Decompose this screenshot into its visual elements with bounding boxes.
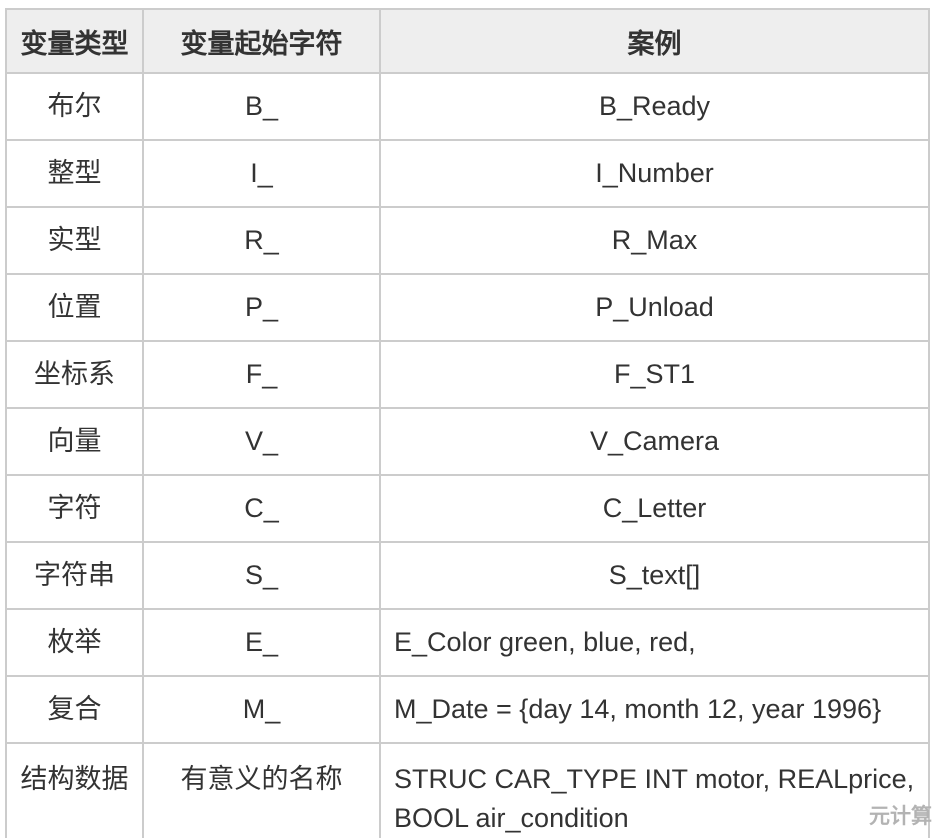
variable-type-cell: 整型 <box>5 139 144 208</box>
prefix-cell: B_ <box>142 72 381 141</box>
table-row: 复合 M_ M_Date = {day 14, month 12, year 199… <box>5 675 930 744</box>
column-header-0: 变量类型 <box>5 8 144 74</box>
table-body: 布尔 B_ B_Ready 整型 I_ I_Number 实型 R_ R_Max 位置 P_ P_Un… <box>5 72 930 838</box>
table-row: 字符串 S_ S_text[] <box>5 541 930 610</box>
example-cell: S_text[] <box>379 541 930 610</box>
variable-type-cell: 结构数据 <box>5 742 144 838</box>
prefix-cell: C_ <box>142 474 381 543</box>
table-row: 结构数据 有意义的名称 STRUC CAR_TYPE INT motor, REAL… <box>5 742 930 838</box>
prefix-cell: R_ <box>142 206 381 275</box>
example-cell: M_Date = {day 14, month 12, year 1996} <box>379 675 930 744</box>
table-row: 位置 P_ P_Unload <box>5 273 930 342</box>
prefix-cell: M_ <box>142 675 381 744</box>
example-cell: E_Color green, blue, red, <box>379 608 930 677</box>
variable-type-cell: 坐标系 <box>5 340 144 409</box>
prefix-cell: E_ <box>142 608 381 677</box>
example-cell: F_ST1 <box>379 340 930 409</box>
table-row: 向量 V_ V_Camera <box>5 407 930 476</box>
example-cell: STRUC CAR_TYPE INT motor, REALprice, BOO… <box>379 742 930 838</box>
prefix-cell: I_ <box>142 139 381 208</box>
table-row: 实型 R_ R_Max <box>5 206 930 275</box>
prefix-cell: V_ <box>142 407 381 476</box>
variable-type-cell: 字符 <box>5 474 144 543</box>
variable-naming-table: 变量类型 变量起始字符 案例 布尔 B_ B_Ready 整型 I_ I_Number 实型 R_… <box>5 8 930 838</box>
prefix-cell: 有意义的名称 <box>142 742 381 838</box>
header-row: 变量类型 变量起始字符 案例 <box>5 8 930 74</box>
watermark: 元计算 <box>869 805 932 828</box>
variable-type-cell: 位置 <box>5 273 144 342</box>
column-header-1: 变量起始字符 <box>142 8 381 74</box>
example-cell: C_Letter <box>379 474 930 543</box>
prefix-cell: P_ <box>142 273 381 342</box>
variable-type-cell: 字符串 <box>5 541 144 610</box>
example-cell: R_Max <box>379 206 930 275</box>
table-row: 布尔 B_ B_Ready <box>5 72 930 141</box>
example-cell: V_Camera <box>379 407 930 476</box>
variable-type-cell: 布尔 <box>5 72 144 141</box>
column-header-2: 案例 <box>379 8 930 74</box>
table-row: 坐标系 F_ F_ST1 <box>5 340 930 409</box>
example-cell: I_Number <box>379 139 930 208</box>
variable-type-cell: 枚举 <box>5 608 144 677</box>
table-row: 枚举 E_ E_Color green, blue, red, <box>5 608 930 677</box>
variable-type-cell: 实型 <box>5 206 144 275</box>
prefix-cell: F_ <box>142 340 381 409</box>
prefix-cell: S_ <box>142 541 381 610</box>
variable-type-cell: 复合 <box>5 675 144 744</box>
table-row: 整型 I_ I_Number <box>5 139 930 208</box>
variable-type-cell: 向量 <box>5 407 144 476</box>
table-row: 字符 C_ C_Letter <box>5 474 930 543</box>
example-cell: P_Unload <box>379 273 930 342</box>
example-cell: B_Ready <box>379 72 930 141</box>
